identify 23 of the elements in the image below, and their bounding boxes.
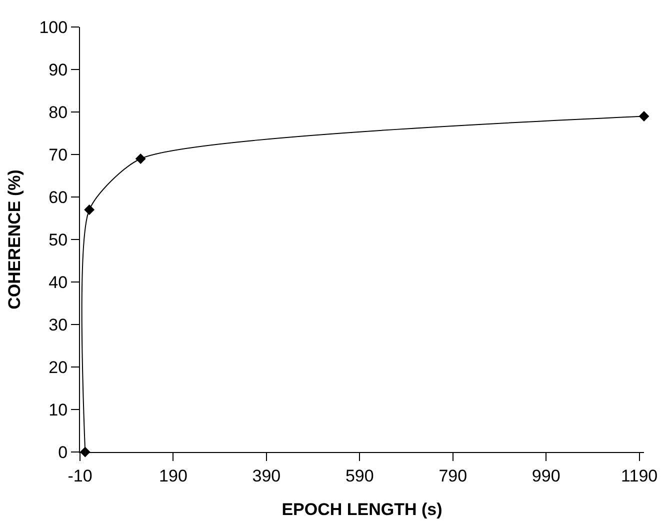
y-tick-label: 60: [48, 188, 68, 207]
y-tick-label: 10: [48, 400, 68, 420]
point: [84, 204, 95, 215]
y-axis-title: COHERENCE (%): [4, 170, 24, 310]
x-tick-label: 990: [532, 466, 560, 486]
point: [135, 154, 146, 164]
y-tick-label: 70: [48, 145, 68, 164]
point: [638, 111, 650, 122]
y-tick-label: 100: [39, 18, 68, 37]
y-tick-label: 0: [58, 442, 68, 462]
x-tick-label: -10: [68, 466, 92, 486]
y-tick-label: 80: [48, 102, 68, 122]
x-tick-label: 190: [159, 466, 188, 486]
y-tick-label: 20: [48, 358, 68, 377]
y-tick-label: 50: [48, 230, 68, 250]
y-tick-label: 90: [48, 60, 68, 80]
x-tick-label: 390: [252, 466, 281, 486]
x-tick-label: 790: [438, 466, 468, 486]
y-tick-label: 40: [48, 272, 68, 292]
x-tick-label: 1190: [621, 466, 658, 486]
x-tick-label: 590: [345, 466, 374, 486]
y-tick-label: 30: [48, 315, 68, 334]
x-axis-title: EPOCH LENGTH (s): [282, 500, 442, 519]
